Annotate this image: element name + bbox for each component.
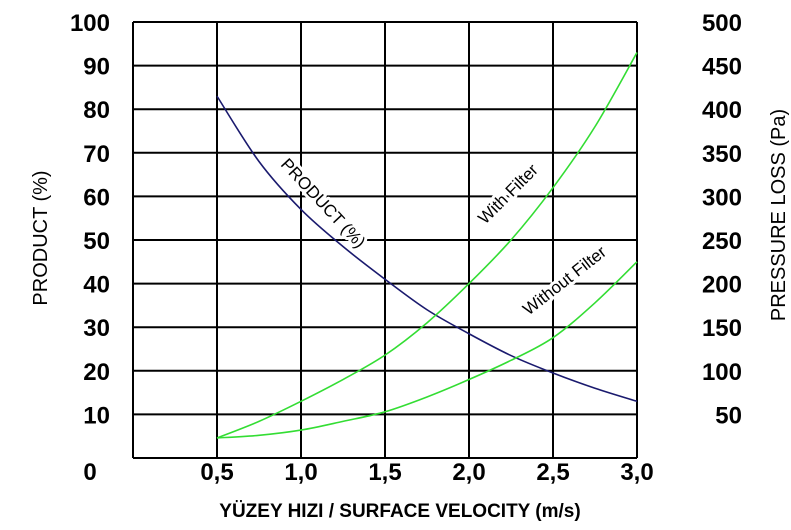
y2-axis-title: PRESSURE LOSS (Pa) [768, 109, 790, 321]
with-filter-curve [216, 52, 638, 439]
y-tick-label: 40 [83, 272, 110, 299]
y2-tick-label: 300 [702, 184, 742, 211]
x-tick-label: 2,0 [452, 459, 485, 486]
without-filter-curve [216, 261, 638, 439]
x-tick-label: 1,5 [368, 459, 401, 486]
y-tick-label: 100 [70, 10, 110, 37]
y-tick-label: 60 [83, 184, 110, 211]
x-tick-label: 1,0 [284, 459, 317, 486]
y2-tick-label: 50 [715, 402, 742, 429]
y-tick-label: 70 [83, 141, 110, 168]
y2-tick-label: 100 [702, 359, 742, 386]
y-tick-label: 50 [83, 228, 110, 255]
y-tick-label: 10 [83, 402, 110, 429]
y2-tick-label: 500 [702, 10, 742, 37]
x-tick-label: 2,5 [536, 459, 569, 486]
y2-tick-label: 150 [702, 315, 742, 342]
y-tick-label: 80 [83, 97, 110, 124]
x-tick-label: 3,0 [620, 459, 653, 486]
x-tick-label: 0,5 [200, 459, 233, 486]
y-tick-label: 30 [83, 315, 110, 342]
grid [132, 21, 638, 459]
y-tick-label: 90 [83, 54, 110, 81]
y2-tick-label: 400 [702, 97, 742, 124]
y2-tick-label: 200 [702, 272, 742, 299]
product-curve [216, 95, 638, 403]
tick-labels: 10 20 30 40 50 60 70 80 90 100 50 100 150 200 250 300 35… [70, 10, 742, 486]
y-tick-label-origin: 0 [83, 459, 96, 486]
y2-tick-label: 350 [702, 141, 742, 168]
y-axis-title: PRODUCT (%) [30, 170, 52, 305]
series-layer [216, 52, 638, 439]
y-tick-label: 20 [83, 359, 110, 386]
x-axis-title: YÜZEY HIZI / SURFACE VELOCITY (m/s) [219, 501, 580, 522]
y2-tick-label: 250 [702, 228, 742, 255]
y2-tick-label: 450 [702, 54, 742, 81]
